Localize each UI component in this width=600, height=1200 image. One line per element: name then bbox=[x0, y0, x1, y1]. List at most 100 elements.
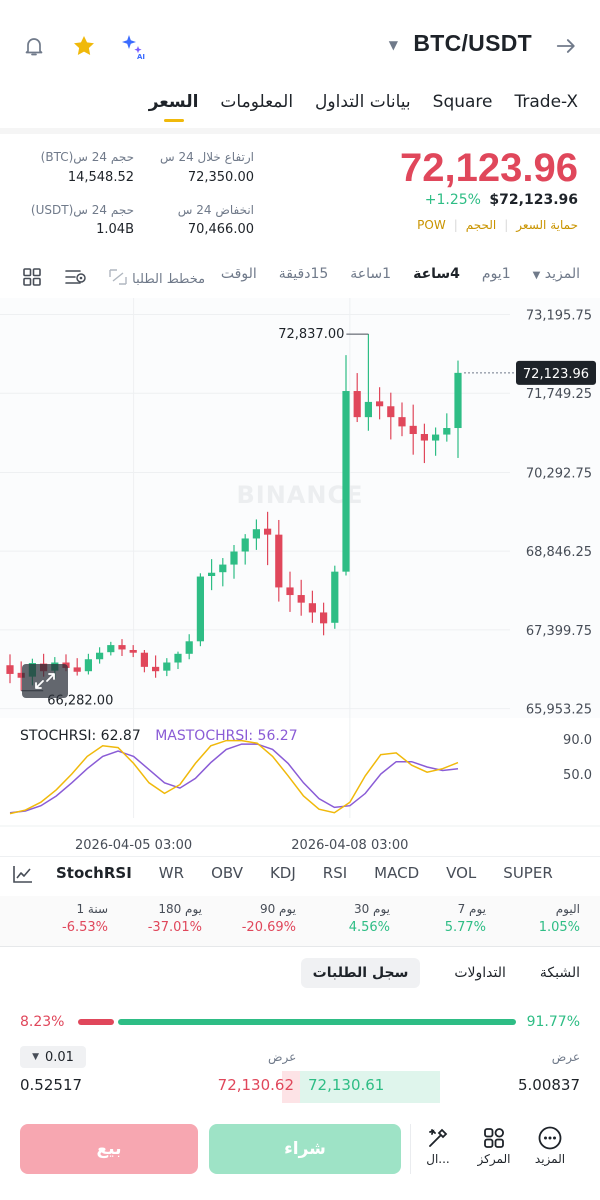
ask-price[interactable]: 72,130.62 bbox=[217, 1076, 294, 1094]
pair-title[interactable]: BTC/USDT bbox=[413, 30, 532, 56]
more-action[interactable]: المزيد bbox=[528, 1124, 572, 1166]
tab-grid[interactable]: الشبكة bbox=[539, 965, 580, 981]
tools-label: ال... bbox=[426, 1152, 450, 1166]
ind-wr[interactable]: WR bbox=[158, 864, 185, 882]
ind-super[interactable]: SUPER bbox=[503, 864, 553, 882]
candle bbox=[252, 519, 260, 550]
tab-price[interactable]: السعر bbox=[149, 92, 199, 122]
ind-vol[interactable]: VOL bbox=[446, 864, 477, 882]
candle-body bbox=[219, 564, 227, 573]
interval-more[interactable]: المزيد ▼ bbox=[533, 266, 580, 282]
candle-body bbox=[174, 653, 182, 663]
more-label: المزيد bbox=[534, 1152, 566, 1166]
low-value: 70,466.00 bbox=[187, 222, 254, 237]
bell-icon[interactable] bbox=[20, 32, 48, 60]
bid-price[interactable]: 72,130.61 bbox=[308, 1076, 385, 1094]
candle bbox=[275, 519, 283, 602]
candle-body bbox=[129, 649, 137, 653]
candle-body bbox=[409, 425, 417, 435]
ind-obv[interactable]: OBV bbox=[211, 864, 243, 882]
precision-select[interactable]: ▼ 0.01 bbox=[20, 1046, 86, 1068]
interval-15m[interactable]: 15دقيقة bbox=[278, 266, 329, 282]
candle-body bbox=[241, 538, 249, 552]
more-icon bbox=[528, 1124, 572, 1152]
tab-trades[interactable]: التداولات bbox=[454, 965, 506, 981]
price-axis: 73,195.75 71,749.25 70,292.75 68,846.25 67,3… bbox=[526, 309, 592, 718]
ind-macd[interactable]: MACD bbox=[374, 864, 420, 882]
stoch-line bbox=[9, 739, 459, 815]
settings-icon[interactable] bbox=[64, 266, 88, 292]
price-chart[interactable]: BINANCE 73,195.75 71,749.25 70,292.75 68,84… bbox=[0, 298, 600, 858]
stoch-level: 50.0 bbox=[563, 768, 592, 783]
tab-order-book[interactable]: سجل الطلبات bbox=[300, 958, 421, 988]
candle-body bbox=[376, 401, 384, 407]
candle bbox=[230, 544, 238, 579]
candle-body bbox=[252, 529, 260, 539]
candle bbox=[297, 579, 305, 616]
tag-separator: | bbox=[504, 218, 509, 232]
candle bbox=[84, 653, 92, 675]
price-tick: 67,399.75 bbox=[526, 624, 592, 639]
time-tick: 2026-04-05 03:00 bbox=[75, 838, 192, 853]
interval-4h[interactable]: 4ساعة bbox=[413, 266, 460, 282]
sell-button[interactable]: بيع bbox=[20, 1124, 198, 1174]
indicator-chart-icon[interactable] bbox=[12, 864, 34, 888]
interval-1d[interactable]: 1يوم bbox=[481, 266, 511, 282]
candle bbox=[443, 413, 451, 442]
fullscreen-button[interactable] bbox=[22, 664, 68, 698]
tag-volume[interactable]: الحجم bbox=[465, 218, 497, 232]
chevron-down-icon: ▼ bbox=[32, 1052, 39, 1062]
time-tick: 2026-04-08 03:00 bbox=[291, 838, 408, 853]
high-value: 72,350.00 bbox=[187, 170, 254, 185]
price-change: +1.25% bbox=[424, 192, 481, 208]
tag-price-protection[interactable]: حماية السعر bbox=[516, 218, 578, 232]
candle bbox=[140, 649, 148, 673]
tab-info[interactable]: المعلومات bbox=[220, 92, 294, 112]
tab-trade-x[interactable]: Trade-X bbox=[514, 92, 578, 112]
candle-body bbox=[387, 406, 395, 418]
positions-action[interactable]: المركز bbox=[472, 1124, 516, 1166]
interval-1h[interactable]: 1ساعة bbox=[350, 266, 392, 282]
interval-more-label: المزيد bbox=[544, 266, 580, 282]
tools-icon bbox=[416, 1124, 460, 1152]
ai-sparkle-icon[interactable]: AI bbox=[118, 32, 146, 60]
svg-text:AI: AI bbox=[137, 53, 145, 60]
candle-body bbox=[443, 428, 451, 435]
grid-icon[interactable] bbox=[22, 267, 42, 291]
candle-body bbox=[185, 641, 193, 654]
candle-body bbox=[331, 571, 339, 623]
indicator-tabs: StochRSI WR OBV KDJ RSI MACD VOL SUPER bbox=[56, 864, 580, 882]
last-price: 72,123.96 bbox=[400, 146, 578, 190]
candle-body bbox=[286, 587, 294, 596]
candle-body bbox=[420, 434, 428, 441]
stoch-label: STOCHRSI: 62.87 bbox=[20, 728, 141, 744]
pair-dropdown-icon[interactable]: ▼ bbox=[388, 38, 398, 52]
star-icon[interactable] bbox=[70, 32, 98, 60]
candle bbox=[264, 511, 272, 566]
candle bbox=[308, 590, 316, 623]
candle bbox=[353, 373, 361, 423]
candle bbox=[320, 602, 328, 636]
tab-trading-data[interactable]: بيانات التداول bbox=[315, 92, 411, 112]
drawing-tool[interactable]: مخطط الطلبا bbox=[108, 268, 205, 287]
candle bbox=[398, 402, 406, 437]
high-marker-label: 72,837.00 bbox=[278, 327, 344, 342]
arrow-right-icon[interactable] bbox=[552, 32, 580, 60]
tab-square[interactable]: Square bbox=[432, 92, 493, 112]
buy-button[interactable]: شراء bbox=[209, 1124, 401, 1174]
candle-body bbox=[17, 672, 25, 678]
candle-body bbox=[107, 645, 115, 653]
ind-rsi[interactable]: RSI bbox=[322, 864, 348, 882]
candle-body bbox=[208, 572, 216, 577]
tools-action[interactable]: ال... bbox=[416, 1124, 460, 1166]
ind-stochrsi[interactable]: StochRSI bbox=[56, 864, 132, 882]
tag-pow[interactable]: POW bbox=[417, 218, 446, 232]
candle-body bbox=[140, 652, 148, 667]
ind-kdj[interactable]: KDJ bbox=[269, 864, 296, 882]
vol-btc-value: 14,548.52 bbox=[67, 170, 134, 185]
candle bbox=[6, 654, 14, 684]
candle-body bbox=[297, 595, 305, 603]
interval-time[interactable]: الوقت bbox=[220, 266, 257, 282]
candle-body bbox=[353, 391, 361, 418]
candle bbox=[208, 559, 216, 591]
